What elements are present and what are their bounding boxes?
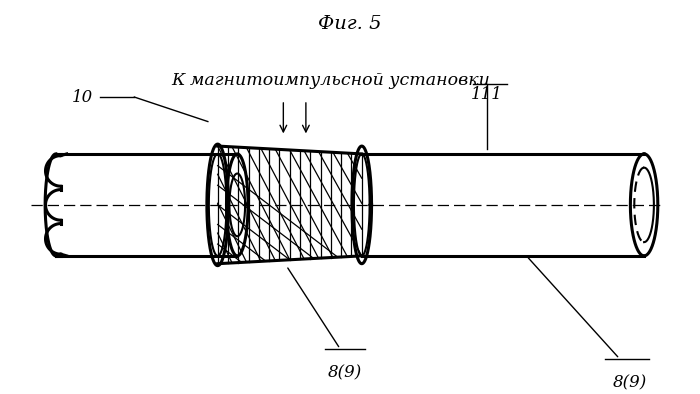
Text: К магнитоимпульсной установки: К магнитоимпульсной установки [171, 72, 490, 89]
Text: Фиг. 5: Фиг. 5 [318, 15, 382, 33]
Text: 10: 10 [72, 89, 93, 106]
Text: 111: 111 [471, 85, 503, 102]
Text: 8(9): 8(9) [612, 374, 647, 392]
Text: 8(9): 8(9) [328, 365, 362, 382]
